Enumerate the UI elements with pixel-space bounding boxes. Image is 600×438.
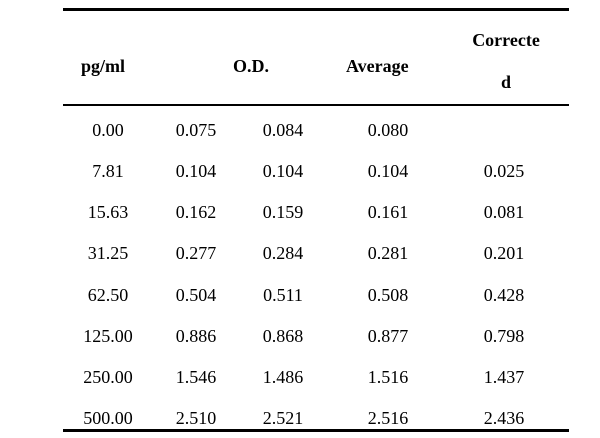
cell-corrected: 0.201: [483, 243, 525, 263]
cell-concentration: 250.00: [83, 367, 133, 387]
cell-od-2: 0.084: [262, 120, 304, 140]
header-average: Average: [346, 56, 409, 76]
cell-od-2: 0.511: [263, 285, 303, 305]
cell-average: 0.104: [367, 161, 409, 181]
cell-od-2: 2.521: [262, 408, 304, 428]
cell-average: 0.161: [367, 202, 409, 222]
cell-average: 2.516: [367, 408, 409, 428]
table-row: 7.81 0.104 0.104 0.104 0.025: [63, 150, 569, 191]
cell-concentration: 500.00: [83, 408, 133, 428]
standard-curve-table: pg/ml O.D. Average Correcte d 0.00 0.075…: [63, 8, 569, 432]
cell-corrected: 0.025: [483, 161, 525, 181]
table-row: 250.00 1.546 1.486 1.516 1.437: [63, 356, 569, 397]
table-header-rule: [63, 104, 569, 106]
cell-corrected: 0.428: [483, 285, 525, 305]
header-concentration: pg/ml: [81, 56, 126, 76]
cell-od-2: 0.159: [262, 202, 304, 222]
cell-concentration: 15.63: [87, 202, 129, 222]
table-top-rule: [63, 8, 569, 11]
cell-od-1: 0.886: [175, 326, 217, 346]
cell-concentration: 125.00: [83, 326, 133, 346]
cell-concentration: 62.50: [87, 285, 129, 305]
cell-concentration: 31.25: [87, 243, 129, 263]
table-row: 31.25 0.277 0.284 0.281 0.201: [63, 232, 569, 273]
cell-average: 0.281: [367, 243, 409, 263]
header-corrected-line1: Correcte: [472, 30, 540, 50]
header-corrected: Correcte d: [456, 29, 556, 93]
cell-od-1: 1.546: [175, 367, 217, 387]
cell-corrected: 2.436: [483, 408, 525, 428]
cell-od-2: 1.486: [262, 367, 304, 387]
cell-corrected: 0.081: [483, 202, 525, 222]
table-row: 0.00 0.075 0.084 0.080: [63, 109, 569, 150]
header-corrected-line2: d: [500, 72, 511, 92]
header-od: O.D.: [233, 56, 269, 76]
cell-od-2: 0.104: [262, 161, 304, 181]
cell-corrected: 0.798: [483, 326, 525, 346]
cell-od-2: 0.868: [262, 326, 304, 346]
cell-average: 0.508: [367, 285, 409, 305]
cell-od-1: 0.277: [175, 243, 217, 263]
cell-concentration: 7.81: [92, 161, 124, 181]
cell-concentration: 0.00: [92, 120, 124, 140]
cell-od-2: 0.284: [262, 243, 304, 263]
cell-od-1: 2.510: [175, 408, 217, 428]
table-row: 500.00 2.510 2.521 2.516 2.436: [63, 397, 569, 438]
cell-corrected: 1.437: [483, 367, 525, 387]
cell-od-1: 0.104: [175, 161, 217, 181]
cell-od-1: 0.162: [175, 202, 217, 222]
cell-average: 1.516: [367, 367, 409, 387]
cell-average: 0.877: [367, 326, 409, 346]
table-bottom-rule: [63, 429, 569, 432]
cell-od-1: 0.075: [175, 120, 217, 140]
cell-od-1: 0.504: [175, 285, 217, 305]
table-row: 15.63 0.162 0.159 0.161 0.081: [63, 191, 569, 232]
table-row: 125.00 0.886 0.868 0.877 0.798: [63, 315, 569, 356]
table-row: 62.50 0.504 0.511 0.508 0.428: [63, 274, 569, 315]
cell-average: 0.080: [367, 120, 409, 140]
